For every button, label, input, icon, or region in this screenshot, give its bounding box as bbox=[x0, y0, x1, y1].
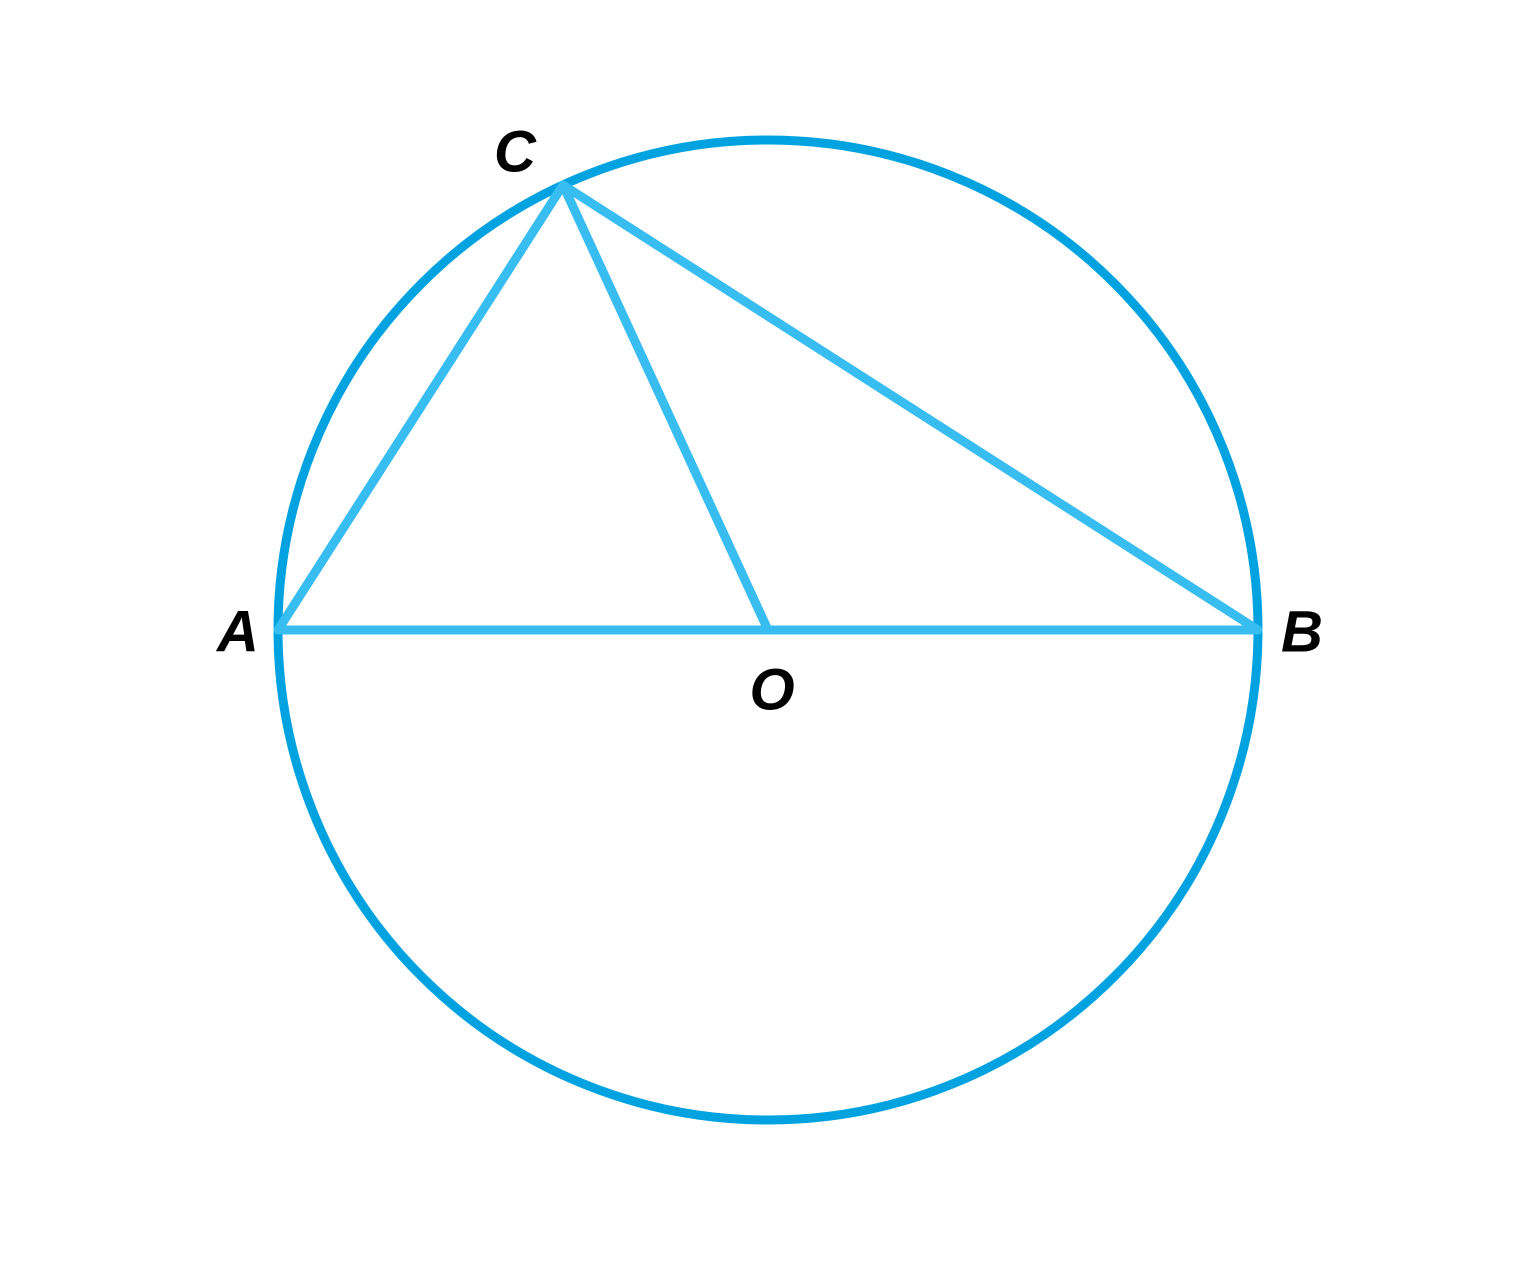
label-b: B bbox=[1281, 599, 1323, 666]
segment-ac bbox=[278, 185, 563, 630]
geometry-diagram: A B O C bbox=[0, 0, 1536, 1269]
label-a: A bbox=[217, 599, 259, 666]
label-o: O bbox=[749, 657, 794, 724]
label-c: C bbox=[494, 119, 536, 186]
